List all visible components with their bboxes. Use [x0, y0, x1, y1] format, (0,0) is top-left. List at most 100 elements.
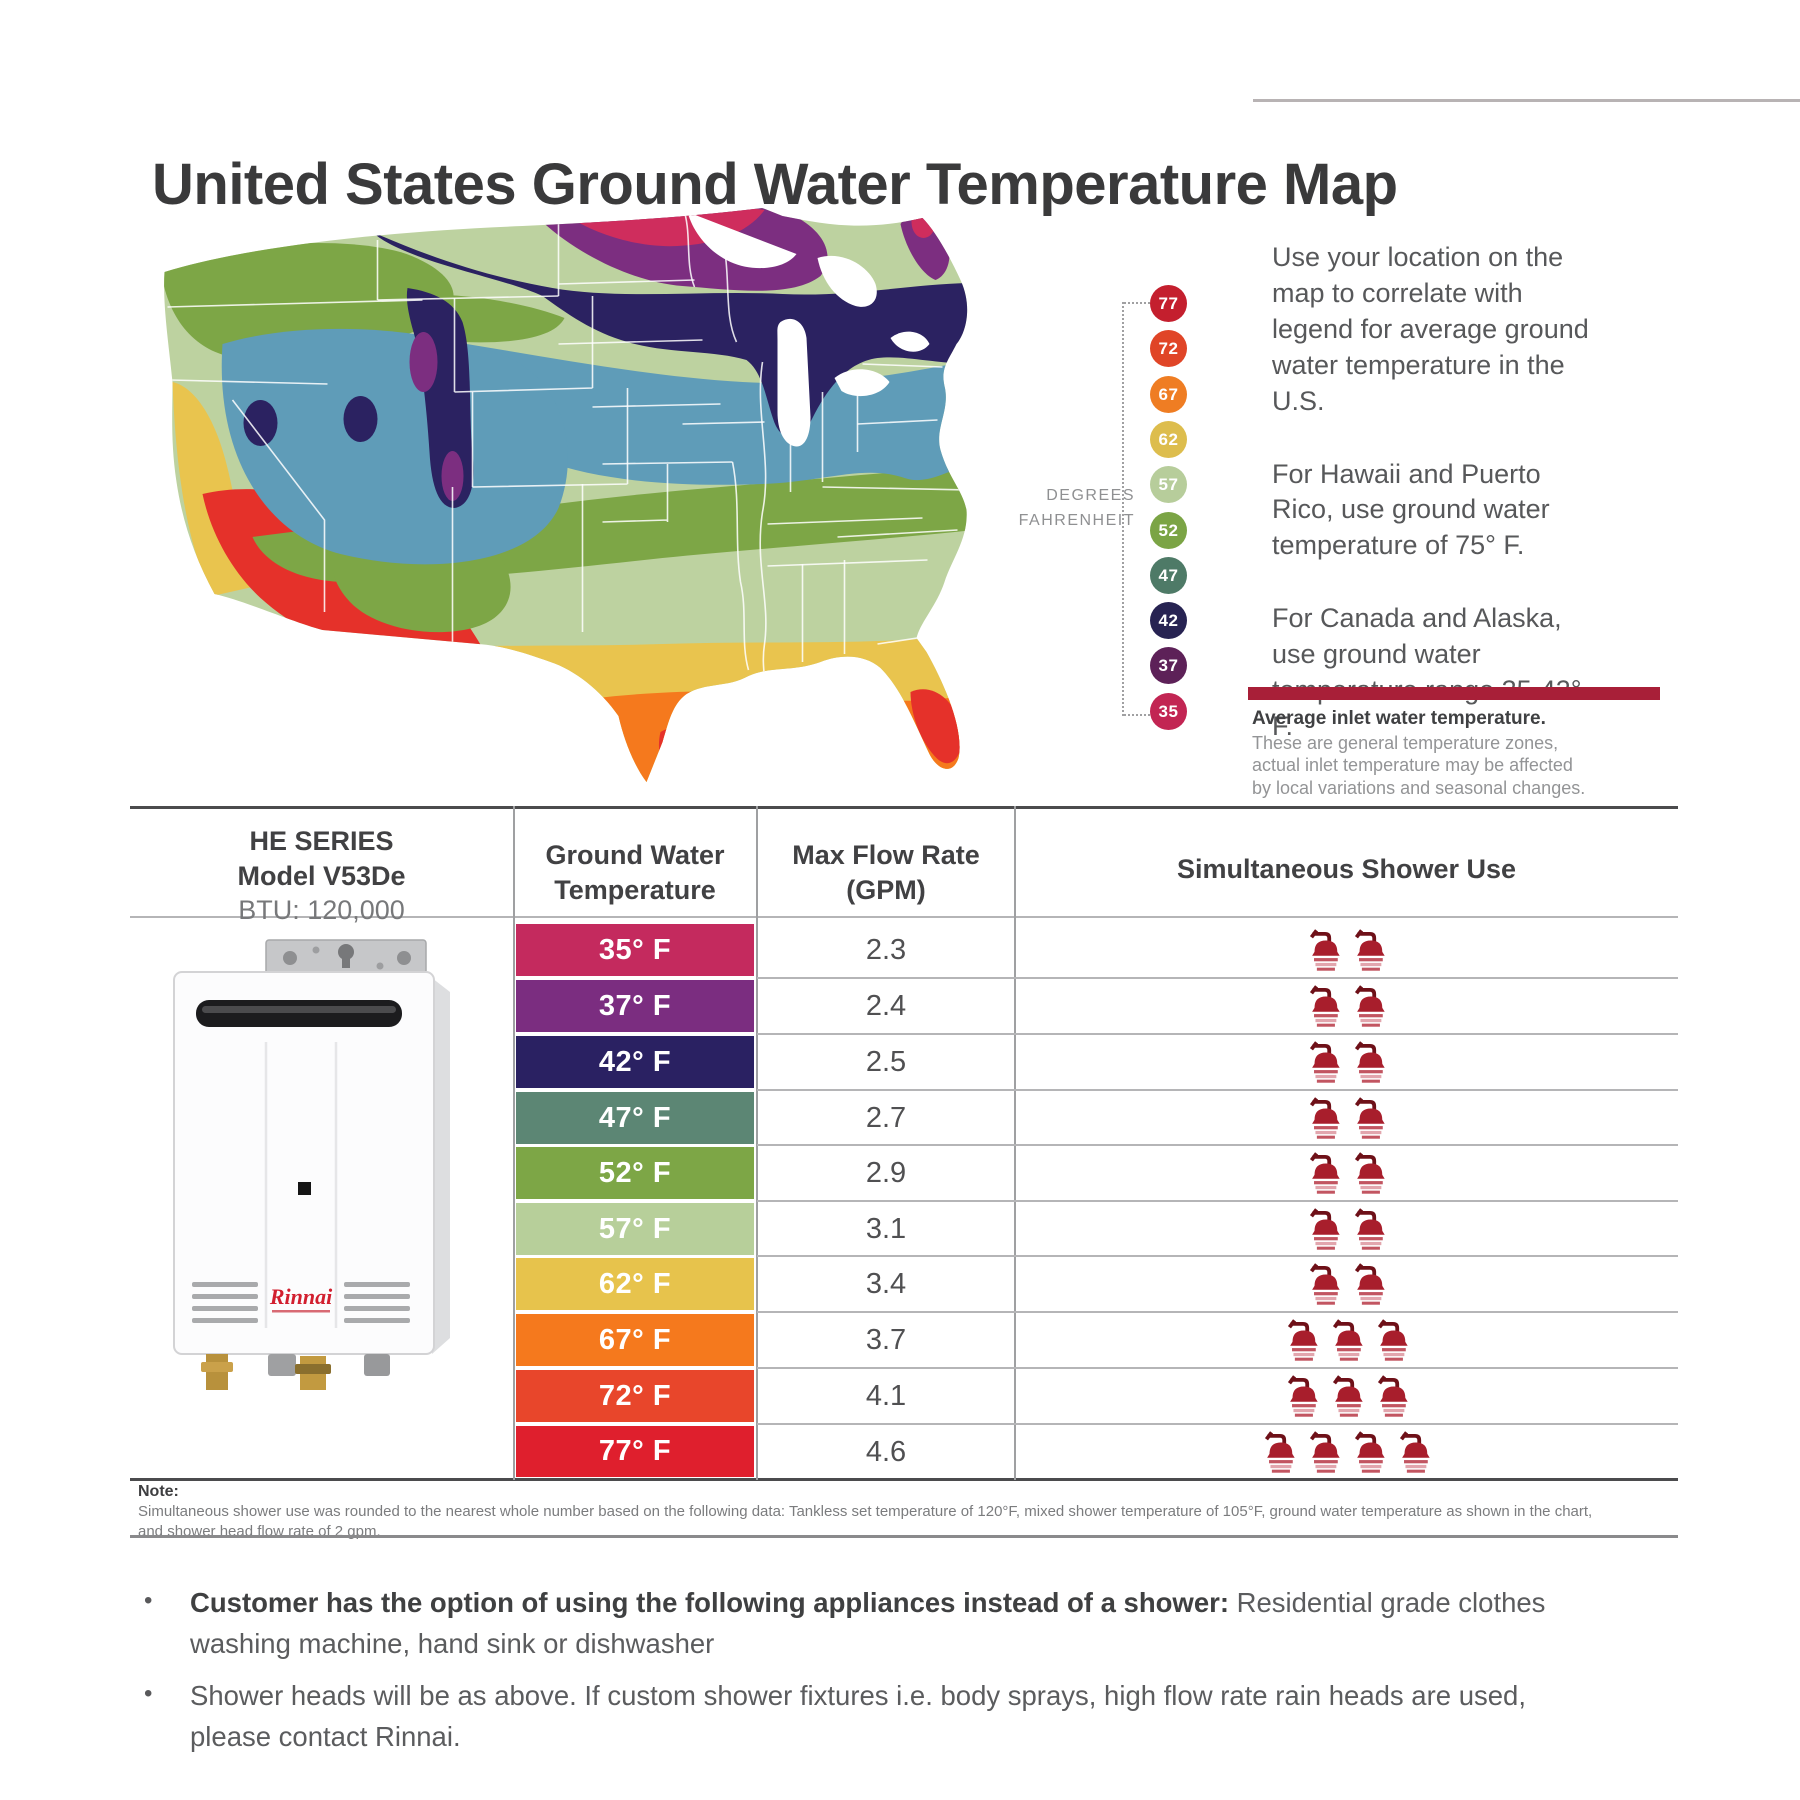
- shower-head-icon: [1309, 1263, 1340, 1305]
- us-ground-water-temperature-map: [115, 192, 1010, 787]
- legend-badge-52: 52: [1150, 512, 1187, 549]
- row-separator: [757, 1200, 1678, 1202]
- shower-head-icon: [1354, 1041, 1385, 1083]
- legend-badge-47: 47: [1150, 557, 1187, 594]
- shower-head-icon: [1354, 985, 1385, 1027]
- legend-badge-35: 35: [1150, 693, 1187, 730]
- gpm-value: 2.9: [865, 1156, 907, 1189]
- shower-icons: [1015, 1312, 1678, 1368]
- product-header: HE SERIES Model V53De BTU: 120,000: [130, 824, 513, 928]
- table-row: 67° F 3.7: [0, 1312, 1800, 1368]
- legend-connector-line: [1122, 302, 1124, 716]
- brand-logo: Rinnai: [269, 1284, 333, 1309]
- table-row: 37° F 2.4: [0, 978, 1800, 1034]
- shower-icons: [1015, 1090, 1678, 1146]
- gpm-value: 2.7: [865, 1101, 907, 1134]
- legend-units-label: DEGREES FAHRENHEIT: [1018, 487, 1135, 529]
- product-series: HE SERIES: [249, 826, 394, 856]
- callout-body: These are general temperature zones, act…: [1252, 733, 1586, 798]
- table-column-divider: [1014, 806, 1016, 1480]
- table-row: 57° F 3.1: [0, 1201, 1800, 1257]
- legend-badge-42: 42: [1150, 602, 1187, 639]
- shower-icons: [1015, 1256, 1678, 1312]
- table-header-divider: [130, 916, 1678, 918]
- top-divider-line: [1253, 99, 1800, 102]
- row-separator: [757, 1089, 1678, 1091]
- shower-icons: [1015, 978, 1678, 1034]
- shower-icons: [1015, 1145, 1678, 1201]
- shower-head-icon: [1354, 929, 1385, 971]
- temp-cell: 72° F: [516, 1370, 754, 1422]
- shower-head-icon: [1264, 1431, 1295, 1473]
- product-btu: BTU: 120,000: [238, 895, 405, 926]
- shower-icons: [1015, 1424, 1678, 1480]
- gpm-value: 4.6: [865, 1435, 907, 1468]
- temp-cell: 62° F: [516, 1258, 754, 1310]
- legend-badge-67: 67: [1150, 376, 1187, 413]
- bullet-marker: •: [144, 1679, 153, 1707]
- row-separator: [757, 1144, 1678, 1146]
- gpm-value: 4.1: [865, 1379, 907, 1412]
- gpm-value: 2.4: [865, 989, 907, 1022]
- legend-badge-72: 72: [1150, 330, 1187, 367]
- row-separator: [757, 1255, 1678, 1257]
- bullet-text: Residential grade clothes washing machin…: [190, 1587, 1546, 1660]
- bullet-marker: •: [144, 1587, 153, 1614]
- product-model: Model V53De: [237, 860, 406, 891]
- shower-head-icon: [1354, 1431, 1385, 1473]
- shower-head-icon: [1377, 1319, 1408, 1361]
- shower-head-icon: [1309, 1097, 1340, 1139]
- table-row: 77° F 4.6: [0, 1424, 1800, 1480]
- shower-head-icon: [1309, 985, 1340, 1027]
- row-separator: [757, 1311, 1678, 1313]
- temp-cell: 52° F: [516, 1147, 754, 1199]
- gpm-value: 2.5: [865, 1045, 907, 1078]
- callout-heading: Average inlet water temperature.: [1252, 708, 1546, 729]
- table-row: 35° F 2.3: [0, 922, 1800, 978]
- instruction-paragraph: Use your location on the map to correlat…: [1272, 242, 1589, 416]
- table-top-border: [130, 806, 1678, 809]
- bullet-item: • Customer has the option of using the f…: [138, 1582, 1583, 1665]
- column-header-flow-rate: Max Flow Rate (GPM): [792, 840, 980, 905]
- shower-head-icon: [1309, 1152, 1340, 1194]
- column-header-shower-use: Simultaneous Shower Use: [1176, 854, 1517, 884]
- bullet-item: • Shower heads will be as above. If cust…: [138, 1675, 1583, 1758]
- shower-head-icon: [1287, 1319, 1318, 1361]
- temp-cell: 37° F: [516, 980, 754, 1032]
- temp-cell: 35° F: [516, 924, 754, 976]
- shower-head-icon: [1332, 1319, 1363, 1361]
- shower-head-icon: [1287, 1375, 1318, 1417]
- shower-head-icon: [1354, 1097, 1385, 1139]
- shower-head-icon: [1332, 1375, 1363, 1417]
- table-row: 52° F 2.9: [0, 1145, 1800, 1201]
- legend-badge-77: 77: [1150, 285, 1187, 322]
- shower-head-icon: [1354, 1208, 1385, 1250]
- temp-cell: 42° F: [516, 1036, 754, 1088]
- note-label: Note:: [138, 1483, 179, 1500]
- legend-badge-57: 57: [1150, 466, 1187, 503]
- table-column-divider: [513, 806, 515, 1480]
- water-heater-product-image: Rinnai: [148, 930, 493, 1415]
- instruction-paragraph: For Hawaii and Puerto Rico, use ground w…: [1272, 458, 1550, 561]
- row-separator: [757, 1423, 1678, 1425]
- temp-cell: 77° F: [516, 1426, 754, 1477]
- red-accent-bar: [1248, 687, 1660, 700]
- state-borders: [167, 208, 968, 699]
- temp-cell: 47° F: [516, 1092, 754, 1144]
- shower-head-icon: [1309, 1208, 1340, 1250]
- page-title: United States Ground Water Temperature M…: [152, 151, 1398, 217]
- shower-icons: [1015, 1034, 1678, 1090]
- table-column-divider: [756, 806, 758, 1480]
- gpm-value: 3.1: [865, 1212, 907, 1245]
- table-row: 42° F 2.5: [0, 1034, 1800, 1090]
- shower-head-icon: [1309, 1041, 1340, 1083]
- footnotes: • Customer has the option of using the f…: [138, 1582, 1583, 1767]
- map-instructions: Use your location on the map to correlat…: [1272, 240, 1590, 782]
- bullet-bold-text: Customer has the option of using the fol…: [190, 1587, 1229, 1618]
- legend-badge-37: 37: [1150, 647, 1187, 684]
- table-bottom-border: [130, 1478, 1678, 1481]
- column-header-temperature: Ground Water Temperature: [545, 840, 725, 905]
- row-separator: [757, 1033, 1678, 1035]
- row-separator: [757, 1367, 1678, 1369]
